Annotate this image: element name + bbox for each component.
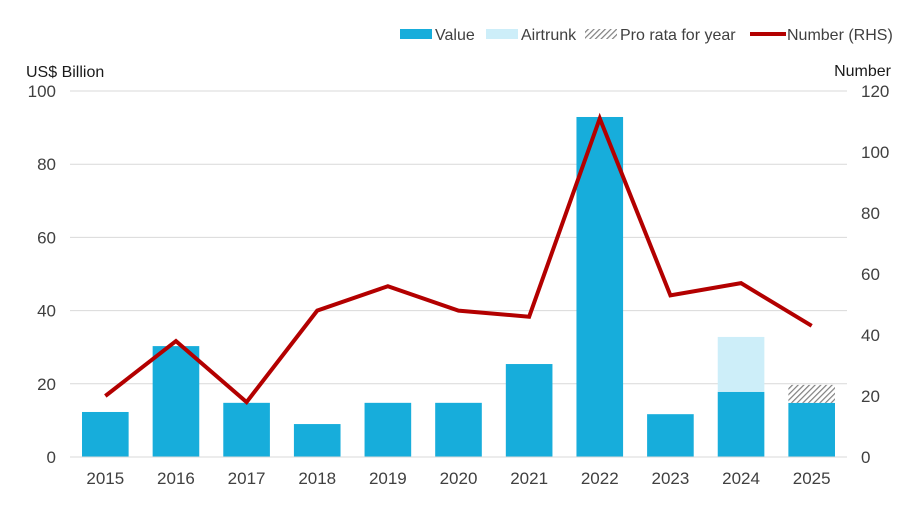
y-axis-left: 0 20 40 60 80 100: [28, 82, 56, 467]
legend-label: Value: [435, 27, 475, 44]
x-tick-label: 2025: [793, 469, 831, 488]
bar-value-2018: [293, 424, 341, 457]
bar-value-2016: [152, 346, 200, 457]
y-right-tick-label: 100: [861, 143, 889, 162]
bar-value-2025: [788, 402, 835, 457]
y-left-tick-label: 40: [37, 302, 56, 321]
x-tick-label: 2024: [722, 469, 760, 488]
bar-value-2015: [82, 411, 129, 457]
y-right-tick-label: 20: [861, 387, 880, 406]
legend-item-number-rhs: Number (RHS): [750, 27, 893, 44]
legend-swatch: [585, 29, 617, 39]
x-tick-label: 2019: [369, 469, 407, 488]
x-tick-label: 2015: [86, 469, 124, 488]
legend-item-airtrunk: Airtrunk: [486, 27, 577, 44]
legend-label: Airtrunk: [521, 27, 577, 44]
y-left-tick-label: 100: [28, 82, 56, 101]
y-left-tick-label: 60: [37, 228, 56, 247]
x-tick-label: 2020: [440, 469, 478, 488]
x-tick-label: 2021: [510, 469, 548, 488]
x-tick-label: 2016: [157, 469, 195, 488]
line-number-rhs: [104, 112, 813, 405]
y-right-tick-label: 40: [861, 326, 880, 345]
y-axis-right-title: Number: [834, 63, 892, 80]
bar-value-2020: [435, 402, 482, 457]
x-tick-label: 2023: [651, 469, 689, 488]
bar-pro-rata-for-year-2025: [788, 384, 835, 403]
legend-swatch: [400, 29, 432, 39]
y-right-tick-label: 60: [861, 265, 880, 284]
y-right-tick-label: 0: [861, 448, 870, 467]
legend-label: Number (RHS): [787, 27, 893, 44]
y-axis-left-title: US$ Billion: [26, 64, 104, 81]
x-tick-label: 2022: [581, 469, 619, 488]
bar-value-2022: [576, 116, 624, 458]
y-left-tick-label: 20: [37, 375, 56, 394]
bar-value-2017: [223, 402, 270, 457]
legend-item-pro-rata-for-year: Pro rata for year: [585, 27, 736, 44]
x-tick-label: 2017: [228, 469, 266, 488]
y-axis-right: 0 20 40 60 80 100 120: [861, 82, 889, 467]
bar-value-2024: [717, 391, 765, 457]
bar-value-2021: [505, 364, 553, 457]
y-right-tick-label: 120: [861, 82, 889, 101]
x-axis-ticks: 2015 2016 2017 2018 2019 2020 2021 2022 2023 2024…: [86, 469, 830, 488]
legend: Value Airtrunk Pro rata for year Number (RH…: [400, 27, 893, 44]
y-right-tick-label: 80: [861, 204, 880, 223]
y-left-tick-label: 0: [47, 448, 56, 467]
legend-item-value: Value: [400, 27, 475, 44]
bars: [82, 116, 835, 458]
bar-airtrunk-2024: [717, 336, 765, 392]
number-line-series: [104, 112, 813, 405]
bar-value-2019: [364, 402, 412, 457]
y-left-tick-label: 80: [37, 155, 56, 174]
bar-value-2023: [647, 414, 694, 457]
legend-label: Pro rata for year: [620, 27, 736, 44]
legend-swatch: [486, 29, 518, 39]
x-tick-label: 2018: [298, 469, 336, 488]
